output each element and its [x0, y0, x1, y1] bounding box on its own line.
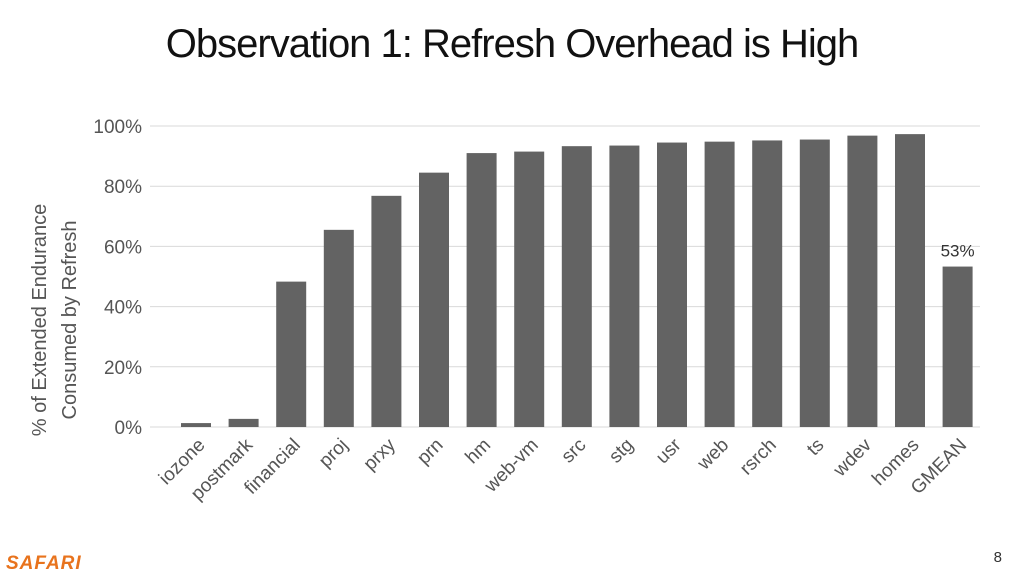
- y-tick-label: 20%: [104, 358, 142, 379]
- slide-title: Observation 1: Refresh Overhead is High: [165, 22, 859, 66]
- bar-prn: [419, 172, 449, 427]
- x-tick-label: prn: [413, 435, 447, 469]
- x-tick-label: prxy: [360, 434, 401, 475]
- safari-logo: SAFARI: [6, 553, 82, 574]
- x-tick-label: proj: [315, 435, 352, 472]
- bar-web-vm: [514, 151, 545, 427]
- y-tick-label: 80%: [104, 177, 142, 198]
- bar-usr: [657, 142, 687, 427]
- bar-src: [561, 146, 592, 428]
- x-tick-label: usr: [652, 434, 686, 468]
- bar-ts: [799, 139, 830, 428]
- y-axis-label: % of Extended Endurance: [29, 204, 51, 436]
- x-tick-label: web: [693, 435, 733, 475]
- bar-prxy: [371, 195, 402, 427]
- bar-gmean: [942, 266, 973, 427]
- x-tick-label: rsrch: [736, 435, 781, 480]
- bar-proj: [323, 229, 354, 427]
- page-number: 8: [993, 549, 1002, 566]
- bar-chart: 0%20%40%60%80%100%iozonepostmarkfinancia…: [29, 117, 980, 505]
- x-tick-label: ts: [803, 435, 828, 460]
- bar-stg: [609, 145, 640, 427]
- y-axis-label: Consumed by Refresh: [59, 221, 81, 420]
- bar-homes: [895, 134, 925, 427]
- x-tick-label: src: [558, 435, 591, 468]
- x-tick-label: stg: [605, 435, 638, 468]
- y-tick-label: 60%: [104, 237, 142, 258]
- y-tick-label: 40%: [104, 298, 142, 319]
- bar-wdev: [847, 135, 878, 427]
- bar-iozone: [181, 423, 211, 427]
- x-tick-label: hm: [462, 435, 496, 469]
- y-tick-label: 0%: [115, 418, 143, 439]
- bar-postmark: [228, 418, 259, 427]
- bar-hm: [466, 153, 497, 427]
- y-tick-label: 100%: [93, 117, 142, 138]
- bar-web: [704, 141, 735, 428]
- bar-financial: [276, 281, 307, 427]
- bar-rsrch: [752, 140, 783, 427]
- data-label: 53%: [941, 242, 975, 261]
